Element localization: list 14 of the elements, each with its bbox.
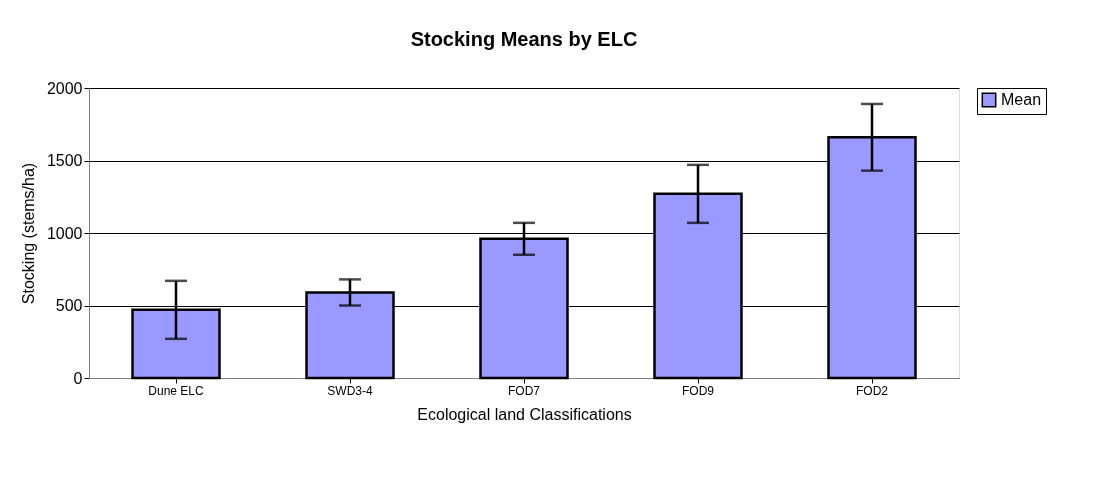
x-axis-title: Ecological land Classifications <box>417 405 632 423</box>
y-tick-label: 500 <box>55 297 83 314</box>
y-tick-label: 0 <box>73 369 83 387</box>
x-tick-label: Dune ELC <box>148 383 205 398</box>
x-tick-label: FOD2 <box>855 383 889 398</box>
y-axis-title: Stocking (stems/ha) <box>19 162 37 305</box>
x-tick-label: SWD3-4 <box>327 383 373 398</box>
y-tick-label: 2000 <box>46 79 83 97</box>
x-tick-label: FOD9 <box>681 383 715 398</box>
chart-title: Stocking Means by ELC <box>410 28 638 50</box>
x-tick-label: FOD7 <box>507 383 541 398</box>
y-tick-label: 1500 <box>46 152 83 169</box>
y-tick-label: 1000 <box>46 224 83 242</box>
legend-label: Mean <box>1001 91 1042 108</box>
